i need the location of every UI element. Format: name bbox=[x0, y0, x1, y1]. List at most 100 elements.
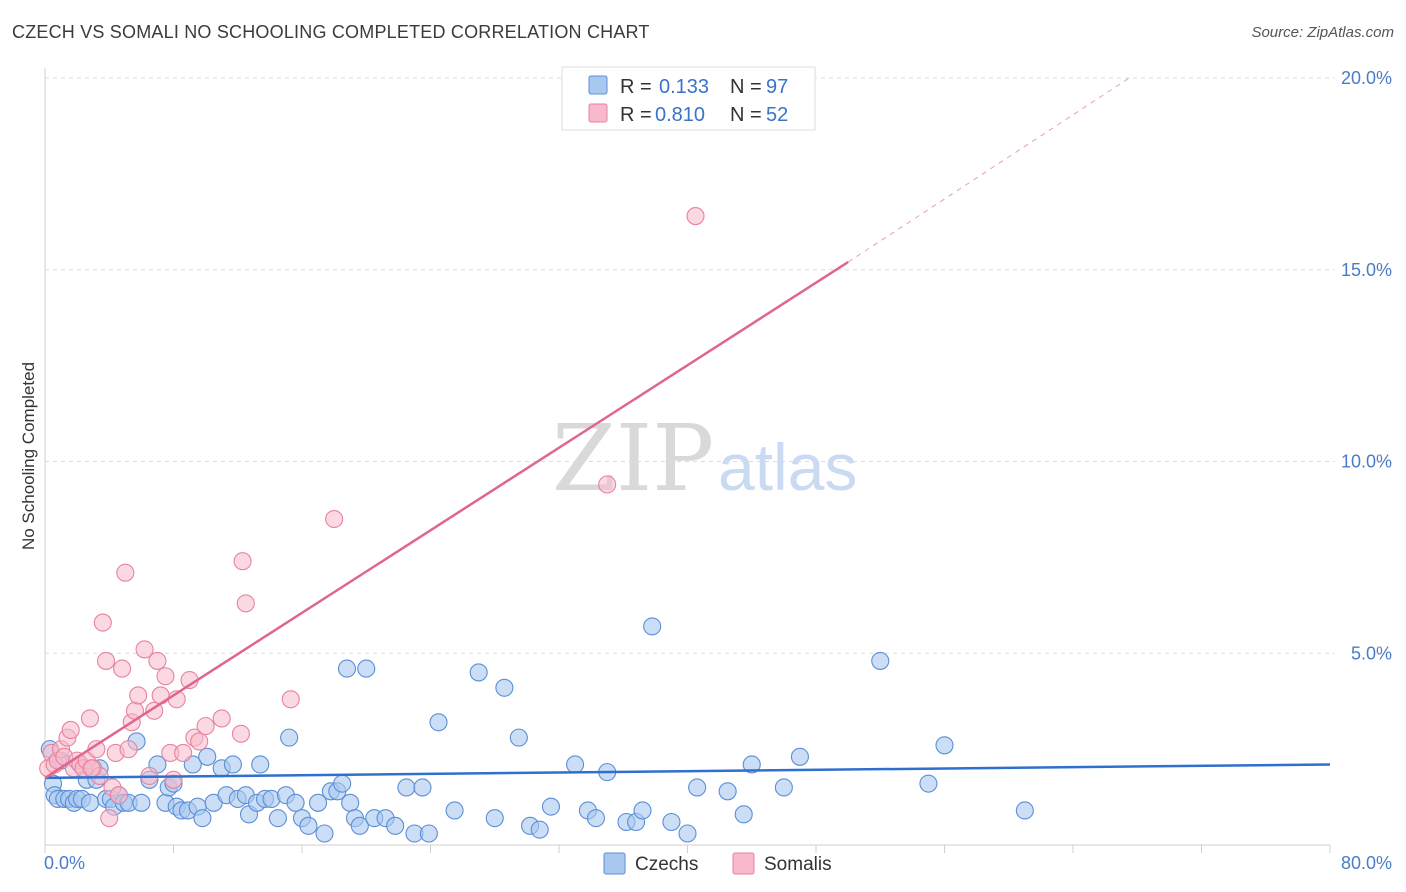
czech-point bbox=[445, 801, 464, 820]
somali-point bbox=[212, 709, 231, 728]
legend-n-label-czechs: N = bbox=[730, 76, 762, 98]
chart-title: CZECH VS SOMALI NO SCHOOLING COMPLETED C… bbox=[12, 22, 650, 42]
czech-point bbox=[357, 659, 376, 678]
czech-point bbox=[299, 816, 318, 835]
czech-point bbox=[223, 755, 242, 774]
czech-point bbox=[688, 778, 707, 797]
czech-point bbox=[333, 774, 352, 793]
czech-point bbox=[251, 755, 270, 774]
somali-point bbox=[686, 207, 705, 226]
czech-point bbox=[315, 824, 334, 843]
czech-point bbox=[718, 782, 737, 801]
czech-point bbox=[742, 755, 761, 774]
somali-point bbox=[231, 724, 251, 743]
tick-labels: 5.0% 10.0% 15.0% 20.0% 0.0% 80.0% bbox=[44, 68, 1392, 873]
somali-trend-extension bbox=[847, 77, 1130, 263]
legend-swatch-somalis bbox=[588, 103, 608, 123]
bottom-legend-label-somalis: Somalis bbox=[764, 854, 832, 875]
czech-points bbox=[40, 617, 1034, 843]
czech-point bbox=[1015, 801, 1034, 820]
y-tick-label: 20.0% bbox=[1341, 68, 1392, 88]
czech-point bbox=[193, 809, 212, 828]
bottom-legend-swatch-czechs bbox=[603, 852, 626, 875]
somali-point bbox=[174, 743, 193, 763]
czech-point bbox=[790, 747, 809, 766]
trend-lines bbox=[44, 77, 1331, 780]
bottom-legend: Czechs Somalis bbox=[603, 852, 832, 875]
somali-point bbox=[325, 509, 344, 529]
czech-point bbox=[429, 713, 448, 732]
somali-point bbox=[190, 732, 209, 751]
x-tick-label-max: 80.0% bbox=[1341, 853, 1392, 873]
czech-point bbox=[268, 809, 287, 828]
czech-point bbox=[309, 793, 328, 812]
somali-point bbox=[82, 759, 101, 778]
somali-point bbox=[148, 651, 167, 670]
legend-r-label-czechs: R = bbox=[620, 76, 652, 98]
somali-point bbox=[96, 651, 116, 670]
czech-point bbox=[919, 774, 938, 793]
y-axis-label: No Schooling Completed bbox=[19, 362, 38, 550]
legend-swatch-czechs bbox=[588, 75, 608, 95]
czech-point bbox=[530, 820, 549, 839]
somali-point bbox=[281, 690, 300, 709]
somali-point bbox=[598, 475, 617, 494]
legend: R = 0.133 N = 97 R = 0.810 N = 52 bbox=[561, 66, 816, 131]
czech-point bbox=[734, 805, 753, 824]
somali-point bbox=[151, 686, 170, 705]
czech-point bbox=[350, 816, 369, 835]
czech-point bbox=[341, 793, 360, 812]
legend-r-label-somalis: R = bbox=[620, 104, 652, 126]
czech-point bbox=[678, 824, 697, 843]
gridlines bbox=[45, 77, 1335, 654]
watermark-atlas: atlas bbox=[718, 430, 857, 504]
czech-point bbox=[586, 809, 605, 828]
bottom-legend-swatch-somalis bbox=[732, 852, 755, 875]
czech-point bbox=[643, 617, 662, 636]
czech-point bbox=[198, 747, 217, 766]
czech-point bbox=[280, 728, 299, 747]
somali-point bbox=[164, 770, 183, 789]
czech-point bbox=[633, 801, 652, 820]
czech-point bbox=[935, 736, 954, 755]
czech-point bbox=[337, 659, 357, 678]
y-tick-label: 15.0% bbox=[1341, 260, 1392, 280]
czech-trend-line bbox=[44, 763, 1331, 780]
czech-point bbox=[495, 678, 514, 697]
czech-point bbox=[469, 663, 488, 682]
somali-point bbox=[135, 640, 154, 659]
somali-trend-line bbox=[44, 261, 849, 779]
somali-point bbox=[119, 740, 138, 759]
czech-point bbox=[286, 793, 305, 812]
somali-point bbox=[116, 563, 135, 582]
czech-point bbox=[774, 778, 793, 797]
source-label: Source: ZipAtlas.com bbox=[1251, 24, 1394, 41]
czech-point bbox=[80, 793, 100, 812]
legend-r-value-somalis: 0.810 bbox=[655, 104, 705, 126]
watermark-zip: ZIP bbox=[552, 405, 714, 512]
somali-point bbox=[61, 720, 80, 740]
somali-point bbox=[109, 786, 128, 805]
somali-point bbox=[233, 552, 252, 571]
czech-point bbox=[541, 797, 561, 816]
czech-point bbox=[132, 793, 151, 812]
czech-point bbox=[509, 728, 528, 747]
somali-point bbox=[113, 659, 132, 678]
y-tick-label: 10.0% bbox=[1341, 452, 1392, 472]
czech-point bbox=[419, 824, 438, 843]
axes bbox=[44, 68, 1331, 853]
somali-point bbox=[80, 709, 100, 728]
somali-point bbox=[156, 667, 175, 686]
somali-point bbox=[196, 717, 215, 736]
somali-point bbox=[145, 701, 164, 720]
legend-n-label-somalis: N = bbox=[730, 104, 762, 126]
somali-points bbox=[39, 207, 705, 828]
somali-point bbox=[236, 594, 255, 613]
x-tick-label-min: 0.0% bbox=[44, 853, 85, 873]
legend-n-value-czechs: 97 bbox=[766, 76, 788, 98]
czech-point bbox=[485, 809, 504, 828]
czech-point bbox=[662, 812, 681, 832]
czech-point bbox=[413, 778, 432, 797]
czech-point bbox=[566, 755, 585, 774]
